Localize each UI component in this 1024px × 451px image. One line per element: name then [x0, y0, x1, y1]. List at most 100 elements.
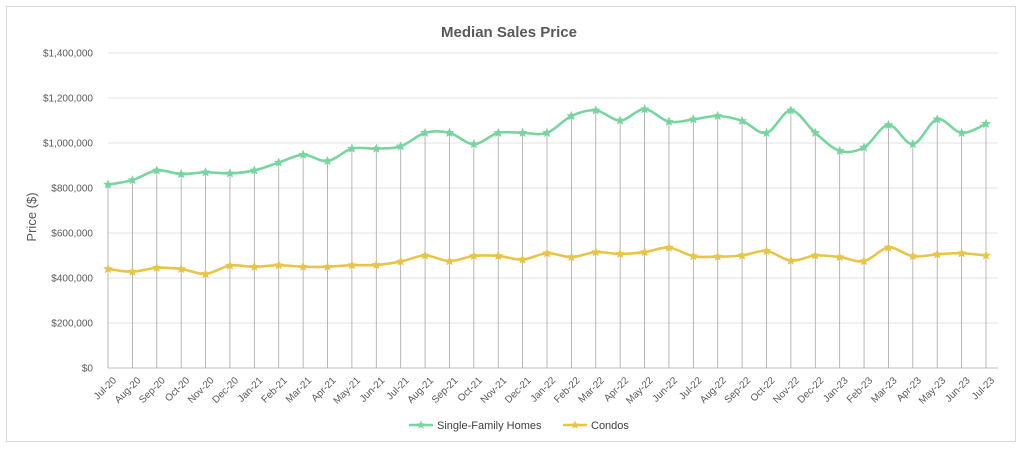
data-point: [322, 261, 333, 272]
data-point: [980, 250, 992, 260]
data-point: [737, 115, 748, 126]
data-point: [810, 127, 821, 138]
data-point: [883, 119, 894, 130]
legend-label: Single-Family Homes: [437, 420, 542, 432]
data-point: [834, 251, 845, 262]
y-tick-label: $1,400,000: [43, 49, 93, 60]
series-single-family-homes: [102, 103, 992, 189]
data-point: [883, 242, 894, 252]
legend: Single-Family Homes Condos: [409, 420, 629, 432]
y-tick-label: $200,000: [51, 319, 93, 330]
x-tick-label: Jun-23: [943, 375, 973, 405]
gridlines: [108, 52, 998, 369]
x-tick-label: Sep-22: [723, 375, 754, 406]
x-tick-label: Dec-20: [210, 375, 241, 406]
data-point: [907, 250, 918, 261]
x-tick-label: Feb-21: [260, 375, 290, 405]
data-point: [517, 127, 528, 138]
x-tick-label: Jun-22: [651, 375, 681, 405]
data-point: [956, 247, 967, 258]
x-tick-label: Dec-21: [503, 375, 534, 406]
data-point: [907, 138, 918, 149]
y-tick-label: $1,000,000: [43, 139, 93, 150]
chart-frame: Median Sales Price Price ($) $0 $200,000 $…: [6, 6, 1016, 442]
drop-lines: [107, 109, 987, 368]
data-point: [590, 246, 601, 257]
data-point: [688, 114, 699, 124]
chart-title: Median Sales Price: [441, 24, 577, 41]
data-point: [224, 168, 235, 178]
data-point: [517, 254, 528, 264]
y-tick-label: $1,200,000: [43, 94, 93, 105]
data-point: [639, 246, 650, 257]
x-tick-label: Jul-23: [970, 375, 997, 402]
data-point: [346, 143, 357, 153]
data-point: [663, 242, 674, 252]
data-point: [541, 127, 553, 138]
legend-label: Condos: [591, 420, 629, 432]
data-point: [395, 256, 406, 266]
x-tick-label: Feb-22: [552, 375, 582, 405]
x-tick-label: Jun-21: [358, 375, 388, 405]
data-point: [761, 245, 772, 256]
data-point: [395, 141, 406, 151]
x-tick-label: May-21: [332, 375, 364, 407]
x-tick-label: Dec-22: [796, 375, 827, 406]
data-point: [322, 155, 333, 166]
series-layer: [102, 103, 992, 279]
data-point: [371, 143, 382, 153]
data-point: [712, 251, 723, 261]
y-tick-label: $600,000: [51, 229, 93, 240]
line-chart: Median Sales Price Price ($) $0$200,000$…: [24, 24, 998, 432]
data-point: [712, 110, 723, 121]
data-point: [420, 127, 431, 138]
data-point: [200, 166, 211, 177]
data-point: [834, 145, 845, 156]
data-point: [541, 247, 553, 258]
data-point: [785, 105, 796, 115]
data-point: [200, 268, 211, 279]
data-point: [298, 261, 309, 272]
data-point: [102, 263, 114, 274]
data-point: [127, 266, 138, 276]
data-point: [590, 105, 601, 115]
x-axis-ticks: Jul-20Aug-20Sep-20Oct-20Nov-20Dec-20Jan-…: [92, 375, 997, 407]
data-point: [468, 138, 479, 149]
legend-marker: [416, 420, 426, 429]
data-point: [249, 261, 260, 272]
x-tick-label: May-23: [917, 375, 949, 407]
data-point: [151, 165, 162, 175]
data-point: [737, 250, 748, 260]
y-tick-label: $800,000: [51, 184, 93, 195]
data-point: [688, 250, 699, 261]
data-point: [468, 250, 479, 261]
data-point: [859, 142, 870, 152]
data-point: [249, 165, 260, 175]
x-tick-label: Mar-21: [284, 375, 314, 405]
data-point: [566, 251, 577, 262]
x-tick-label: Sep-20: [137, 375, 168, 406]
x-tick-label: Sep-21: [430, 375, 461, 406]
data-point: [859, 255, 870, 266]
x-tick-label: May-22: [624, 375, 656, 407]
legend-marker: [570, 420, 580, 429]
data-point: [980, 118, 992, 129]
data-point: [127, 174, 138, 185]
data-point: [932, 114, 943, 124]
data-point: [151, 262, 162, 273]
data-point: [273, 259, 284, 270]
data-point: [639, 103, 650, 114]
data-point: [566, 110, 577, 121]
y-axis-ticks: $0 $200,000 $400,000 $600,000 $800,000 $1,000…: [43, 49, 93, 375]
data-point: [663, 116, 674, 126]
data-point: [932, 249, 943, 259]
x-tick-label: Mar-22: [577, 375, 607, 405]
data-point: [371, 259, 382, 270]
x-tick-label: Feb-23: [845, 375, 875, 405]
data-point: [810, 250, 821, 260]
data-point: [785, 255, 796, 265]
data-point: [420, 250, 431, 260]
data-point: [493, 127, 504, 138]
data-point: [761, 127, 772, 138]
data-point: [346, 259, 357, 270]
